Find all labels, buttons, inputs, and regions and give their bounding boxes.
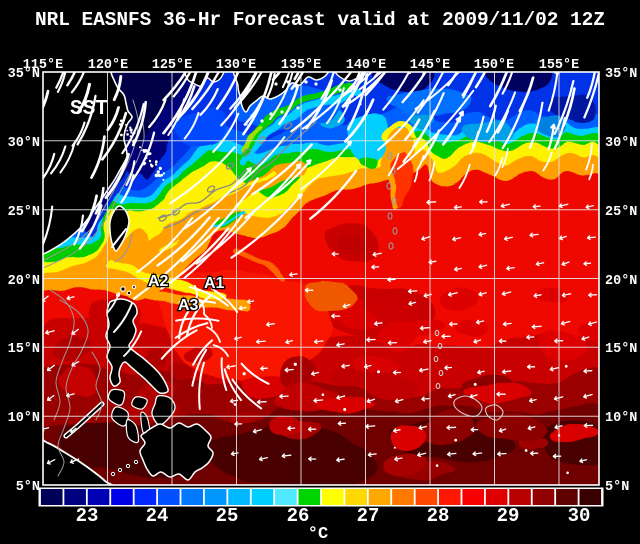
svg-text:145°E: 145°E (410, 58, 451, 73)
svg-text:150°E: 150°E (474, 58, 515, 73)
svg-text:25°N: 25°N (605, 205, 637, 220)
svg-text:26: 26 (287, 505, 310, 527)
svg-text:15°N: 15°N (605, 342, 637, 357)
svg-text:35°N: 35°N (8, 67, 40, 82)
svg-text:NRL EASNFS 36-Hr Forecast val: NRL EASNFS 36-Hr Forecast valid at 2009/… (35, 9, 605, 31)
svg-text:125°E: 125°E (152, 58, 193, 73)
svg-text:SST: SST (70, 98, 108, 121)
svg-text:10°N: 10°N (605, 411, 637, 426)
svg-text:24: 24 (146, 505, 169, 527)
svg-text:28: 28 (427, 505, 450, 527)
svg-text:20°N: 20°N (8, 274, 40, 289)
svg-text:120°E: 120°E (88, 58, 129, 73)
svg-text:A3: A3 (178, 297, 199, 314)
svg-text:30°N: 30°N (8, 136, 40, 151)
svg-text:20°N: 20°N (605, 274, 637, 289)
svg-text:27: 27 (357, 505, 380, 527)
svg-text:°C: °C (308, 525, 328, 544)
svg-text:15°N: 15°N (8, 342, 40, 357)
svg-text:135°E: 135°E (281, 58, 322, 73)
svg-text:30: 30 (568, 505, 591, 527)
svg-text:35°N: 35°N (605, 67, 637, 82)
svg-text:130°E: 130°E (216, 58, 257, 73)
svg-text:A1: A1 (204, 275, 225, 292)
svg-text:23: 23 (76, 505, 99, 527)
svg-text:5°N: 5°N (16, 480, 40, 495)
svg-text:A2: A2 (148, 273, 169, 290)
svg-text:140°E: 140°E (346, 58, 387, 73)
svg-text:155°E: 155°E (539, 58, 580, 73)
svg-text:25: 25 (216, 505, 239, 527)
svg-text:29: 29 (497, 505, 520, 527)
svg-text:5°N: 5°N (605, 480, 629, 495)
svg-text:30°N: 30°N (605, 136, 637, 151)
svg-text:115°E: 115°E (23, 58, 64, 73)
svg-text:25°N: 25°N (8, 205, 40, 220)
svg-text:10°N: 10°N (8, 411, 40, 426)
